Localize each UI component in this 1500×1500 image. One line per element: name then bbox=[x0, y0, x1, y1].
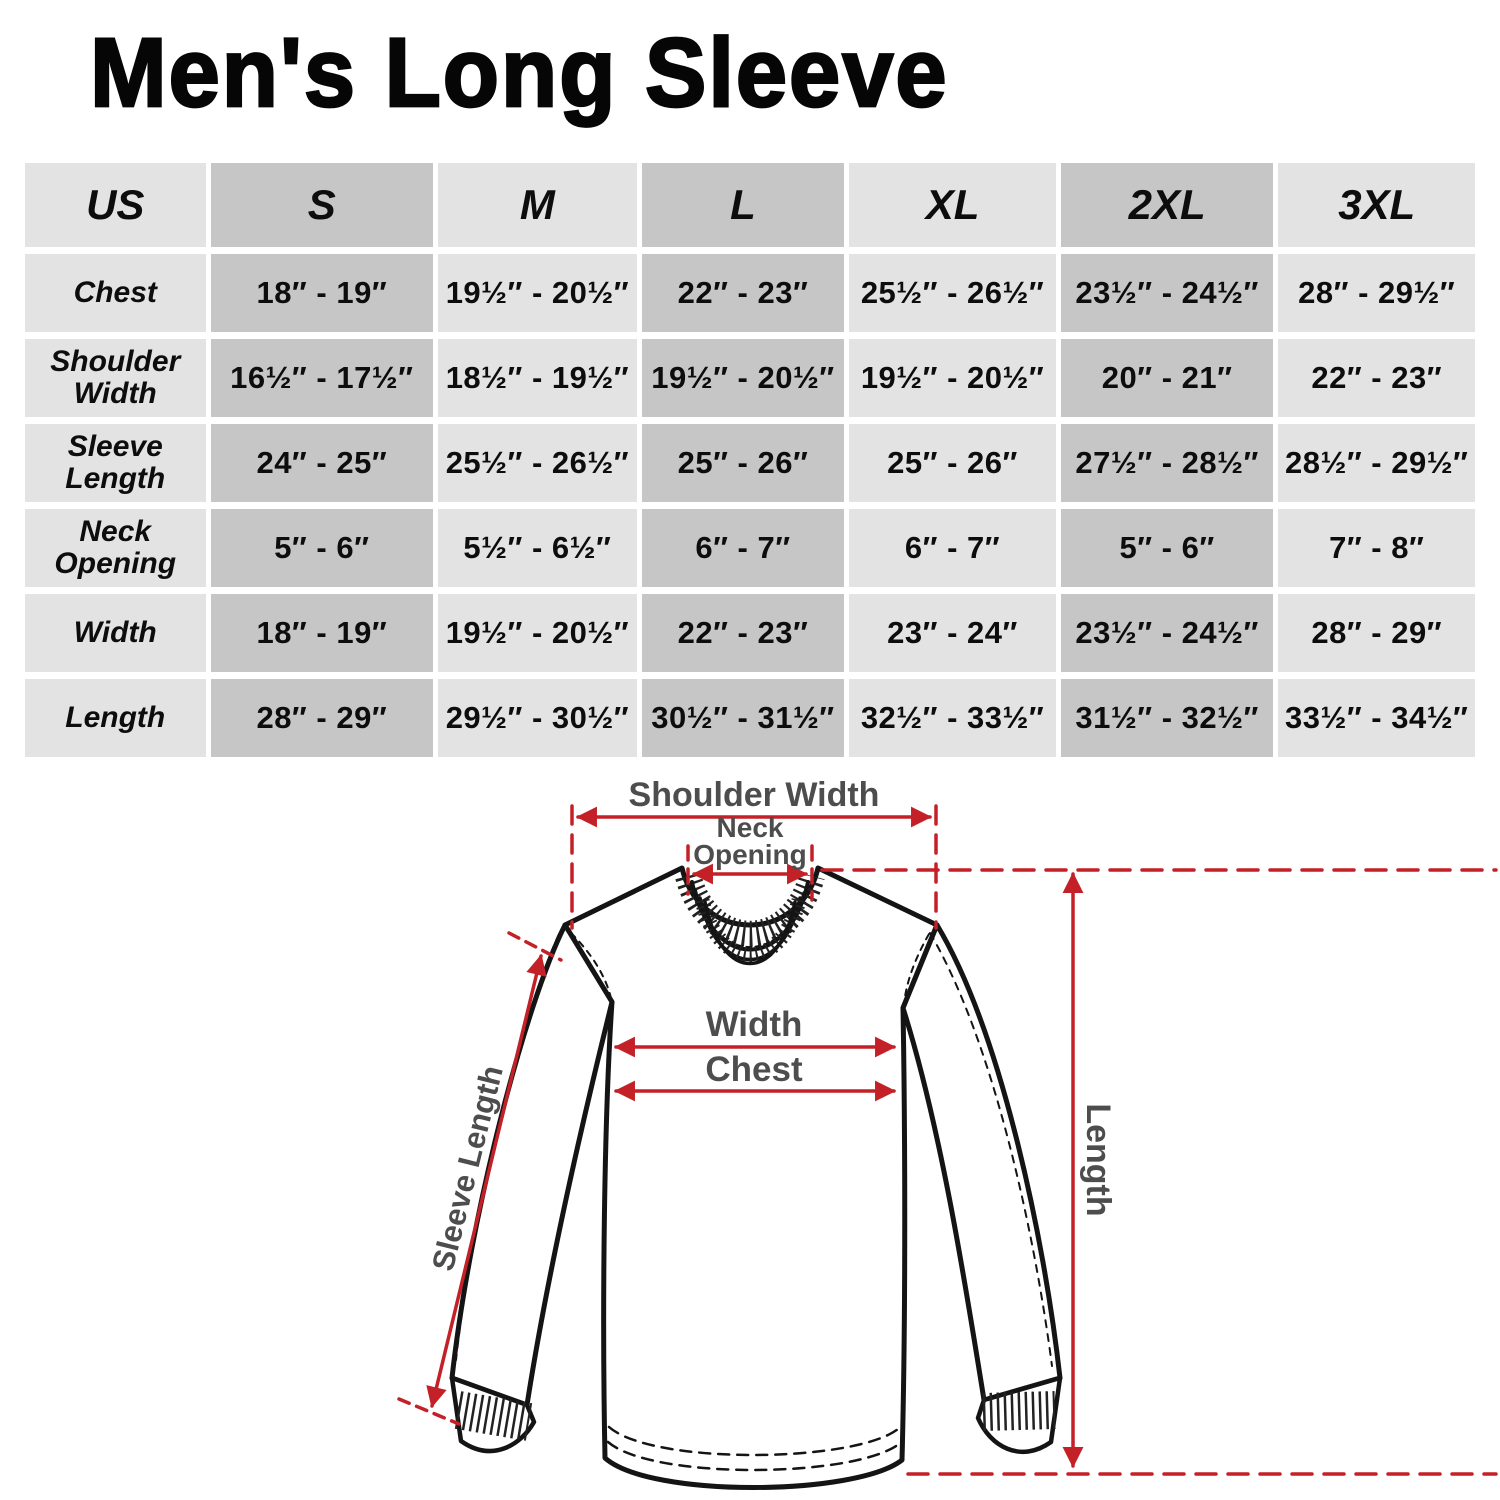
page-title: Men's Long Sleeve bbox=[89, 18, 949, 129]
measurement-value-cell: 19½″ - 20½″ bbox=[641, 339, 845, 417]
extension-line bbox=[397, 1397, 461, 1426]
measurement-value-cell: 19½″ - 20½″ bbox=[438, 254, 637, 332]
measurement-value-cell: 5½″ - 6½″ bbox=[438, 509, 637, 587]
size-chart-table: US S M L XL 2XL 3XL Chest 18″ - 19″ 19½″ - 20½″ 2… bbox=[20, 156, 1480, 764]
measurement-value-cell: 27½″ - 28½″ bbox=[1060, 424, 1274, 502]
hem-stitch-line bbox=[607, 1425, 900, 1457]
extension-line bbox=[507, 931, 563, 962]
right-sleeve-seam bbox=[929, 932, 1053, 1367]
shoulder-width-dimension bbox=[570, 804, 938, 930]
neck-opening-label-line2: Opening bbox=[693, 839, 807, 870]
chest-label: Chest bbox=[705, 1050, 803, 1089]
size-column-header: S bbox=[210, 163, 434, 247]
measurement-value-cell: 18½″ - 19½″ bbox=[438, 339, 637, 417]
shoulder-width-label: Shoulder Width bbox=[629, 776, 880, 814]
measurement-value-cell: 6″ - 7″ bbox=[849, 509, 1056, 587]
inner-collar-bottom bbox=[703, 900, 797, 966]
measurement-row-label: Neck Opening bbox=[25, 509, 206, 587]
size-column-header: M bbox=[438, 163, 637, 247]
measurement-value-cell: 22″ - 23″ bbox=[641, 594, 845, 672]
right-cuff-ribbing bbox=[982, 1391, 1056, 1431]
measurement-value-cell: 5″ - 6″ bbox=[210, 509, 434, 587]
long-sleeve-shirt-drawing bbox=[449, 865, 1063, 1490]
neck-opening-label-line1: Neck bbox=[717, 812, 784, 843]
hem-stitch-line bbox=[606, 1440, 901, 1472]
measurement-value-cell: 6″ - 7″ bbox=[641, 509, 845, 587]
measurement-value-cell: 7″ - 8″ bbox=[1278, 509, 1475, 587]
width-label: Width bbox=[706, 1005, 803, 1044]
measurement-row: Neck Opening 5″ - 6″ 5½″ - 6½″ 6″ - 7″ 6″ - … bbox=[25, 509, 1475, 587]
size-column-header: L bbox=[641, 163, 845, 247]
size-chart-header-row: US S M L XL 2XL 3XL bbox=[25, 163, 1475, 247]
measurement-value-cell: 19½″ - 20½″ bbox=[438, 594, 637, 672]
measurement-value-cell: 28″ - 29½″ bbox=[1278, 254, 1475, 332]
neck-opening-dimension bbox=[686, 844, 814, 902]
us-corner-header: US bbox=[25, 163, 206, 247]
measurement-value-cell: 20″ - 21″ bbox=[1060, 339, 1274, 417]
measurement-value-cell: 23½″ - 24½″ bbox=[1060, 594, 1274, 672]
measurement-value-cell: 25″ - 26″ bbox=[641, 424, 845, 502]
measurement-value-cell: 5″ - 6″ bbox=[1060, 509, 1274, 587]
measurement-value-cell: 32½″ - 33½″ bbox=[849, 679, 1056, 757]
measurement-value-cell: 28½″ - 29½″ bbox=[1278, 424, 1475, 502]
measurement-row: Length 28″ - 29″ 29½″ - 30½″ 30½″ - 31½″ 32½… bbox=[25, 679, 1475, 757]
measurement-value-cell: 25½″ - 26½″ bbox=[438, 424, 637, 502]
sleeve-length-arrow bbox=[426, 954, 547, 1408]
measurement-row-label: Shoulder Width bbox=[25, 339, 206, 417]
measurement-row: Chest 18″ - 19″ 19½″ - 20½″ 22″ - 23″ 25½″ -… bbox=[25, 254, 1475, 332]
measurement-row-label: Sleeve Length bbox=[25, 424, 206, 502]
measurement-row-label: Chest bbox=[25, 254, 206, 332]
measurement-value-cell: 23½″ - 24½″ bbox=[1060, 254, 1274, 332]
left-cuff-ribbing bbox=[454, 1391, 533, 1441]
measurement-value-cell: 23″ - 24″ bbox=[849, 594, 1056, 672]
measurement-row: Shoulder Width 16½″ - 17½″ 18½″ - 19½″ 19½″… bbox=[25, 339, 1475, 417]
measurement-value-cell: 31½″ - 32½″ bbox=[1060, 679, 1274, 757]
measurement-value-cell: 22″ - 23″ bbox=[641, 254, 845, 332]
measurement-value-cell: 25″ - 26″ bbox=[849, 424, 1056, 502]
measurement-value-cell: 24″ - 25″ bbox=[210, 424, 434, 502]
measurement-row: Width 18″ - 19″ 19½″ - 20½″ 22″ - 23″ 23″ - … bbox=[25, 594, 1475, 672]
measurement-value-cell: 25½″ - 26½″ bbox=[849, 254, 1056, 332]
measurement-row-label: Width bbox=[25, 594, 206, 672]
measurement-row-label: Length bbox=[25, 679, 206, 757]
measurement-row: Sleeve Length 24″ - 25″ 25½″ - 26½″ 25″ - 2… bbox=[25, 424, 1475, 502]
measurement-value-cell: 30½″ - 31½″ bbox=[641, 679, 845, 757]
measurement-value-cell: 28″ - 29″ bbox=[1278, 594, 1475, 672]
measurement-value-cell: 28″ - 29″ bbox=[210, 679, 434, 757]
measurement-value-cell: 22″ - 23″ bbox=[1278, 339, 1475, 417]
size-column-header: 2XL bbox=[1060, 163, 1274, 247]
shirt-measurement-diagram: Shoulder Width Neck Opening Width Chest … bbox=[397, 776, 1498, 1490]
measurement-value-cell: 16½″ - 17½″ bbox=[210, 339, 434, 417]
size-column-header: XL bbox=[849, 163, 1056, 247]
sleeve-length-dimension bbox=[397, 931, 563, 1426]
size-chart-body: Chest 18″ - 19″ 19½″ - 20½″ 22″ - 23″ 25½″ -… bbox=[25, 254, 1475, 757]
right-sleeve bbox=[900, 922, 1063, 1403]
length-dimension bbox=[820, 868, 1498, 1476]
measurement-value-cell: 18″ - 19″ bbox=[210, 254, 434, 332]
measurement-value-cell: 19½″ - 20½″ bbox=[849, 339, 1056, 417]
measurement-value-cell: 33½″ - 34½″ bbox=[1278, 679, 1475, 757]
measurement-value-cell: 18″ - 19″ bbox=[210, 594, 434, 672]
armhole-seam bbox=[570, 932, 612, 999]
measurement-value-cell: 29½″ - 30½″ bbox=[438, 679, 637, 757]
armhole-seam bbox=[903, 933, 930, 1005]
size-column-header: 3XL bbox=[1278, 163, 1475, 247]
length-label: Length bbox=[1079, 1103, 1117, 1216]
